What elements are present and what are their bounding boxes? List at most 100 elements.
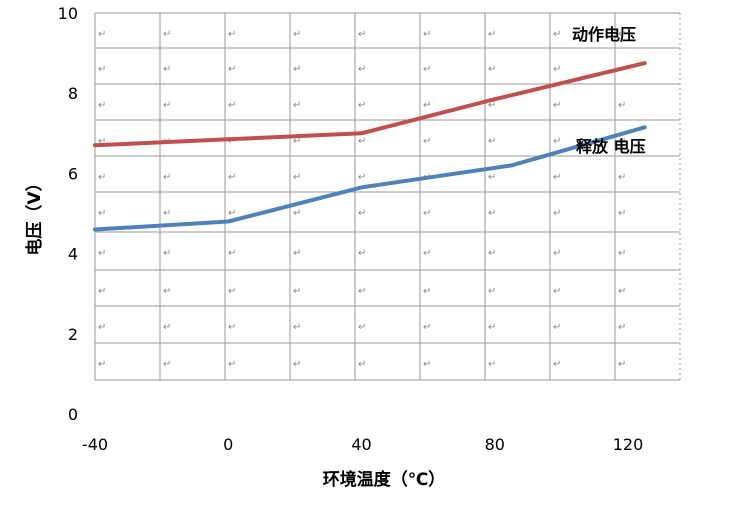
paragraph-mark: ↵	[163, 64, 171, 75]
paragraph-mark: ↵	[423, 248, 431, 259]
paragraph-mark: ↵	[488, 248, 496, 259]
x-tick-label: -40	[82, 435, 108, 454]
paragraph-mark: ↵	[488, 208, 496, 219]
y-tick-label: 8	[68, 84, 78, 103]
paragraph-mark: ↵	[293, 172, 301, 183]
paragraph-mark: ↵	[293, 29, 301, 40]
paragraph-mark: ↵	[293, 286, 301, 297]
paragraph-mark: ↵	[228, 286, 236, 297]
paragraph-mark: ↵	[488, 136, 496, 147]
paragraph-mark: ↵	[98, 64, 106, 75]
paragraph-mark: ↵	[293, 64, 301, 75]
y-tick-label: 0	[68, 405, 78, 424]
x-tick-label: 40	[351, 435, 371, 454]
paragraph-mark: ↵	[358, 208, 366, 219]
paragraph-mark: ↵	[423, 100, 431, 111]
paragraph-mark: ↵	[553, 29, 561, 40]
paragraph-mark: ↵	[618, 248, 626, 259]
series-line-1	[93, 125, 647, 232]
paragraph-mark: ↵	[618, 29, 626, 40]
paragraph-mark: ↵	[228, 100, 236, 111]
paragraph-mark: ↵	[618, 322, 626, 333]
paragraph-mark: ↵	[358, 29, 366, 40]
paragraph-mark: ↵	[163, 172, 171, 183]
paragraph-mark: ↵	[423, 359, 431, 370]
paragraph-mark: ↵	[553, 100, 561, 111]
paragraph-mark: ↵	[293, 136, 301, 147]
paragraph-mark: ↵	[98, 208, 106, 219]
x-tick-label: 0	[223, 435, 233, 454]
paragraph-mark: ↵	[618, 100, 626, 111]
paragraph-mark: ↵	[618, 136, 626, 147]
x-axis-title: 环境温度（℃）	[323, 469, 446, 490]
paragraph-mark: ↵	[98, 136, 106, 147]
x-tick-label: 80	[485, 435, 505, 454]
paragraph-mark: ↵	[163, 322, 171, 333]
paragraph-mark: ↵	[488, 100, 496, 111]
paragraph-mark: ↵	[163, 248, 171, 259]
series-label-release: 释放 电压	[576, 137, 646, 156]
paragraph-mark: ↵	[553, 322, 561, 333]
paragraph-mark: ↵	[293, 208, 301, 219]
plot-grid	[94, 12, 681, 381]
paragraph-mark: ↵	[618, 208, 626, 219]
paragraph-mark: ↵	[553, 172, 561, 183]
paragraph-mark: ↵	[488, 322, 496, 333]
y-tick-label: 4	[68, 245, 78, 264]
paragraph-mark: ↵	[98, 172, 106, 183]
paragraph-mark: ↵	[553, 136, 561, 147]
paragraph-mark: ↵	[293, 100, 301, 111]
paragraph-mark: ↵	[163, 286, 171, 297]
paragraph-mark: ↵	[618, 286, 626, 297]
paragraph-mark: ↵	[98, 286, 106, 297]
paragraph-mark: ↵	[98, 100, 106, 111]
paragraph-mark: ↵	[228, 322, 236, 333]
paragraph-mark: ↵	[488, 64, 496, 75]
paragraph-mark: ↵	[618, 172, 626, 183]
paragraph-mark: ↵	[358, 322, 366, 333]
paragraph-mark: ↵	[228, 248, 236, 259]
paragraph-mark: ↵	[358, 286, 366, 297]
paragraph-mark: ↵	[358, 248, 366, 259]
paragraph-mark: ↵	[98, 322, 106, 333]
paragraph-mark: ↵	[358, 172, 366, 183]
paragraph-mark: ↵	[228, 64, 236, 75]
paragraph-mark: ↵	[358, 64, 366, 75]
paragraph-marks: ↵ ↵ ↵ ↵ ↵ ↵ ↵ ↵ ↵ ↵ ↵ ↵ ↵ ↵ ↵ ↵ ↵ ↵ ↵ ↵ ↵ ↵ ↵ ↵ ↵ ↵ ↵ ↵ ↵ ↵ ↵ ↵ ↵ ↵ ↵ ↵ ↵ ↵ ↵ ↵…	[98, 29, 626, 370]
paragraph-mark: ↵	[358, 359, 366, 370]
paragraph-mark: ↵	[98, 248, 106, 259]
paragraph-mark: ↵	[293, 359, 301, 370]
paragraph-mark: ↵	[488, 172, 496, 183]
paragraph-mark: ↵	[553, 208, 561, 219]
paragraph-mark: ↵	[618, 359, 626, 370]
x-tick-labels: -40 0 40 80 120	[82, 435, 643, 454]
paragraph-mark: ↵	[553, 286, 561, 297]
paragraph-mark: ↵	[553, 248, 561, 259]
paragraph-mark: ↵	[488, 359, 496, 370]
paragraph-mark: ↵	[98, 359, 106, 370]
y-tick-label: 6	[68, 164, 78, 183]
paragraph-mark: ↵	[423, 29, 431, 40]
paragraph-mark: ↵	[423, 208, 431, 219]
paragraph-mark: ↵	[163, 100, 171, 111]
y-axis-title: 电压（V）	[24, 174, 45, 255]
series-line-0	[93, 61, 647, 148]
paragraph-mark: ↵	[423, 286, 431, 297]
paragraph-mark: ↵	[228, 359, 236, 370]
paragraph-mark: ↵	[163, 359, 171, 370]
y-tick-labels: 0 2 4 6 8 10	[58, 4, 78, 424]
paragraph-mark: ↵	[228, 172, 236, 183]
series-label-operate: 动作电压	[572, 25, 636, 44]
paragraph-mark: ↵	[553, 64, 561, 75]
paragraph-mark: ↵	[293, 248, 301, 259]
paragraph-mark: ↵	[228, 29, 236, 40]
paragraph-mark: ↵	[163, 208, 171, 219]
paragraph-mark: ↵	[228, 208, 236, 219]
paragraph-mark: ↵	[358, 100, 366, 111]
x-tick-label: 120	[613, 435, 644, 454]
paragraph-mark: ↵	[488, 286, 496, 297]
y-tick-label: 10	[58, 4, 78, 23]
paragraph-mark: ↵	[163, 29, 171, 40]
paragraph-mark: ↵	[228, 136, 236, 147]
